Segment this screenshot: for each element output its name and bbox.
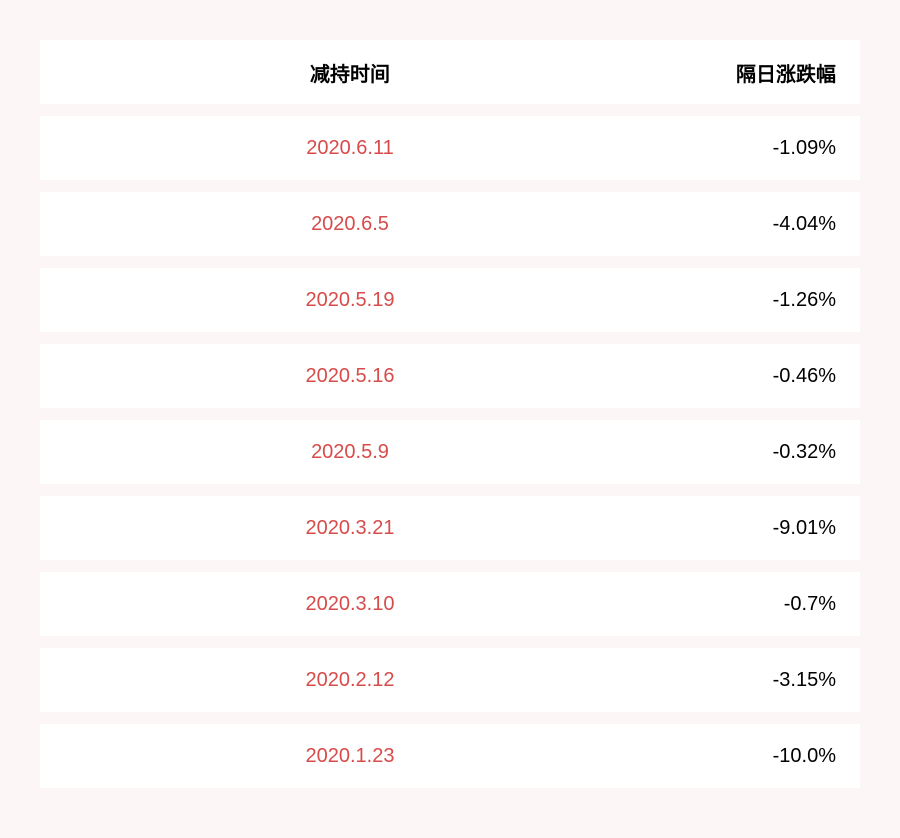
- cell-date: 2020.6.11: [40, 137, 660, 160]
- cell-date: 2020.2.12: [40, 669, 660, 692]
- table-row: 2020.3.21 -9.01%: [40, 496, 860, 560]
- cell-date: 2020.3.21: [40, 517, 660, 540]
- cell-change: -1.09%: [660, 137, 860, 160]
- table-row: 2020.5.9 -0.32%: [40, 420, 860, 484]
- cell-date: 2020.5.19: [40, 289, 660, 312]
- cell-change: -10.0%: [660, 745, 860, 768]
- table-row: 2020.5.19 -1.26%: [40, 268, 860, 332]
- cell-change: -0.7%: [660, 593, 860, 616]
- cell-date: 2020.5.9: [40, 441, 660, 464]
- cell-date: 2020.3.10: [40, 593, 660, 616]
- cell-change: -3.15%: [660, 669, 860, 692]
- cell-change: -0.32%: [660, 441, 860, 464]
- cell-change: -1.26%: [660, 289, 860, 312]
- table-row: 2020.3.10 -0.7%: [40, 572, 860, 636]
- table-row: 2020.5.16 -0.46%: [40, 344, 860, 408]
- table-row: 2020.1.23 -10.0%: [40, 724, 860, 788]
- reduction-table: 减持时间 隔日涨跌幅 2020.6.11 -1.09% 2020.6.5 -4.…: [40, 40, 860, 788]
- table-row: 2020.6.5 -4.04%: [40, 192, 860, 256]
- table-row: 2020.2.12 -3.15%: [40, 648, 860, 712]
- table-row: 2020.6.11 -1.09%: [40, 116, 860, 180]
- header-change: 隔日涨跌幅: [660, 58, 860, 87]
- cell-date: 2020.6.5: [40, 213, 660, 236]
- table-header-row: 减持时间 隔日涨跌幅: [40, 40, 860, 104]
- header-date: 减持时间: [40, 58, 660, 87]
- cell-date: 2020.1.23: [40, 745, 660, 768]
- cell-change: -4.04%: [660, 213, 860, 236]
- cell-change: -9.01%: [660, 517, 860, 540]
- cell-date: 2020.5.16: [40, 365, 660, 388]
- cell-change: -0.46%: [660, 365, 860, 388]
